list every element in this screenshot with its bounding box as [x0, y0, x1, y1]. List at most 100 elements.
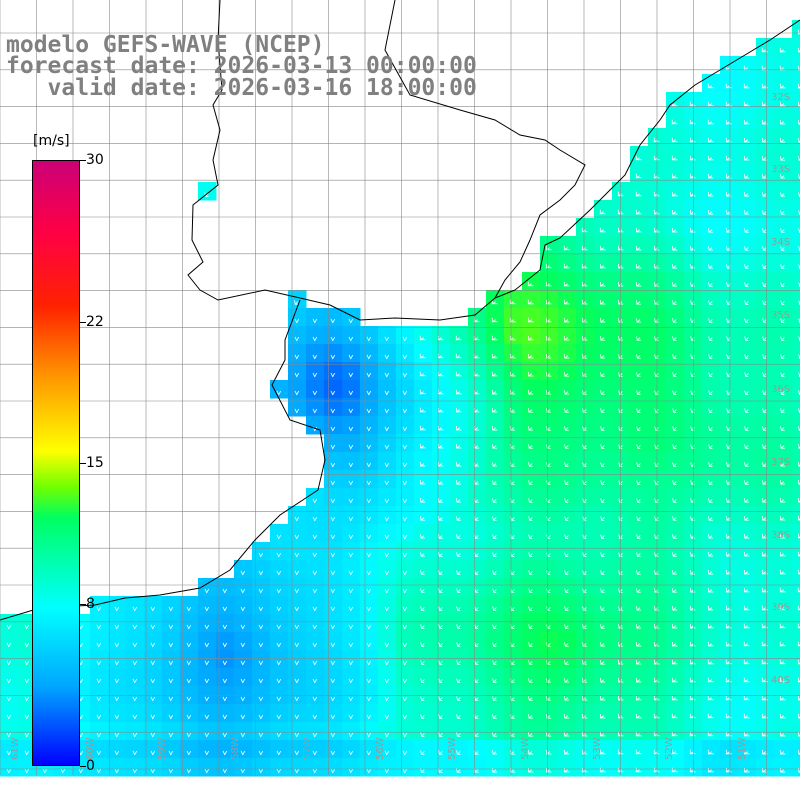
- wind-arrow: [743, 101, 750, 107]
- wind-arrow: [743, 137, 750, 143]
- wind-speed-cell: [216, 632, 235, 651]
- wind-arrow: [600, 624, 605, 629]
- wind-arrow: [312, 516, 318, 522]
- wind-speed-cell: [450, 758, 469, 777]
- wind-speed-cell: [324, 668, 343, 687]
- wind-speed-cell: [504, 650, 523, 669]
- wind-speed-cell: [576, 560, 595, 579]
- wind-speed-cell: [756, 416, 775, 435]
- wind-speed-cell: [414, 326, 433, 345]
- wind-speed-cell: [738, 200, 757, 219]
- colorbar: [32, 160, 80, 766]
- wind-arrow: [402, 390, 408, 396]
- wind-speed-cell: [360, 542, 379, 561]
- wind-arrow: [707, 641, 714, 647]
- wind-arrow: [366, 570, 372, 576]
- wind-arrow: [348, 390, 354, 396]
- wind-speed-cell: [792, 416, 800, 435]
- wind-speed-cell: [378, 560, 397, 579]
- wind-speed-cell: [756, 650, 775, 669]
- wind-speed-cell: [126, 650, 145, 669]
- wind-arrow: [743, 623, 750, 629]
- wind-arrow: [132, 624, 138, 630]
- wind-speed-cell: [126, 668, 145, 687]
- wind-arrow: [294, 732, 300, 738]
- wind-speed-cell: [432, 416, 451, 435]
- wind-speed-cell: [288, 326, 307, 345]
- wind-arrow: [222, 588, 228, 594]
- wind-speed-cell: [126, 614, 145, 633]
- wind-speed-cell: [522, 344, 541, 363]
- wind-speed-cell: [288, 362, 307, 381]
- wind-arrow: [744, 372, 749, 378]
- wind-speed-cell: [540, 452, 559, 471]
- wind-arrow: [312, 714, 318, 720]
- wind-speed-cell: [594, 758, 613, 777]
- wind-speed-cell: [396, 758, 415, 777]
- wind-speed-cell: [738, 650, 757, 669]
- wind-arrow: [707, 623, 714, 629]
- wind-speed-cell: [450, 506, 469, 525]
- wind-speed-cell: [450, 452, 469, 471]
- wind-arrow: [312, 318, 318, 324]
- wind-arrow: [690, 264, 695, 269]
- wind-speed-cell: [720, 362, 739, 381]
- wind-speed-cell: [630, 308, 649, 327]
- wind-speed-cell: [450, 560, 469, 579]
- wind-arrow: [726, 173, 732, 179]
- wind-speed-cell: [396, 560, 415, 579]
- wind-arrow: [384, 750, 390, 756]
- wind-speed-cell: [756, 326, 775, 345]
- wind-arrow: [635, 155, 642, 161]
- wind-speed-cell: [378, 488, 397, 507]
- wind-arrow: [384, 462, 390, 468]
- wind-speed-cell: [612, 254, 631, 273]
- lon-label: 52W: [664, 737, 675, 760]
- wind-arrow: [384, 570, 390, 576]
- wind-speed-cell: [252, 578, 271, 597]
- wind-speed-cell: [522, 560, 541, 579]
- wind-speed-cell: [738, 506, 757, 525]
- wind-speed-cell: [666, 704, 685, 723]
- wind-speed-cell: [612, 362, 631, 381]
- wind-speed-cell: [756, 380, 775, 399]
- wind-arrow: [294, 318, 300, 324]
- wind-speed-cell: [396, 614, 415, 633]
- wind-speed-cell: [666, 506, 685, 525]
- wind-speed-cell: [450, 596, 469, 615]
- wind-speed-cell: [594, 668, 613, 687]
- wind-speed-cell: [504, 542, 523, 561]
- wind-speed-cell: [756, 470, 775, 489]
- wind-arrow: [762, 390, 767, 396]
- wind-speed-cell: [630, 578, 649, 597]
- wind-speed-cell: [774, 560, 793, 579]
- wind-arrow: [384, 372, 390, 378]
- wind-speed-cell: [252, 614, 271, 633]
- wind-arrow: [384, 588, 390, 594]
- wind-arrow: [348, 696, 354, 702]
- wind-speed-cell: [0, 722, 19, 741]
- wind-speed-cell: [630, 452, 649, 471]
- wind-arrow: [312, 588, 318, 594]
- wind-arrow: [527, 281, 534, 287]
- wind-speed-cell: [666, 488, 685, 507]
- wind-arrow: [276, 660, 282, 666]
- wind-speed-cell: [756, 200, 775, 219]
- wind-speed-cell: [360, 326, 379, 345]
- lat-label: 34S: [771, 237, 790, 248]
- wind-speed-cell: [450, 740, 469, 759]
- lon-label: 58W: [230, 737, 241, 760]
- wind-arrow: [600, 570, 605, 576]
- wind-arrow: [366, 768, 372, 774]
- wind-speed-cell: [666, 722, 685, 741]
- wind-speed-cell: [468, 452, 487, 471]
- wind-arrow: [456, 750, 461, 756]
- wind-speed-cell: [720, 344, 739, 363]
- wind-arrow: [564, 731, 570, 737]
- wind-speed-cell: [630, 560, 649, 579]
- wind-speed-cell: [756, 110, 775, 129]
- wind-speed-cell: [576, 452, 595, 471]
- wind-arrow: [222, 606, 228, 612]
- wind-speed-cell: [90, 704, 109, 723]
- wind-speed-cell: [198, 182, 217, 201]
